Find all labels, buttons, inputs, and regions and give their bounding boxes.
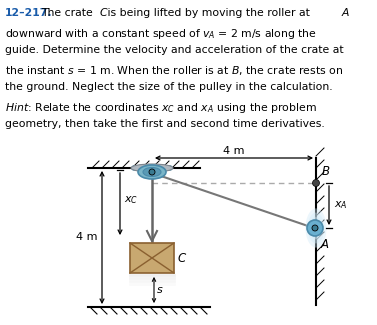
Circle shape	[312, 225, 318, 231]
Text: is being lifted by moving the roller at: is being lifted by moving the roller at	[104, 8, 313, 18]
Text: 12–217.: 12–217.	[5, 8, 52, 18]
Text: A: A	[321, 238, 329, 251]
Text: The crate: The crate	[41, 8, 96, 18]
Ellipse shape	[310, 217, 322, 239]
Text: $x_A$: $x_A$	[334, 200, 348, 211]
Circle shape	[313, 179, 319, 187]
Text: C: C	[177, 252, 185, 265]
Ellipse shape	[138, 165, 166, 179]
Ellipse shape	[305, 208, 326, 248]
Text: $Hint$: Relate the coordinates $x_C$ and $x_A$ using the problem: $Hint$: Relate the coordinates $x_C$ and…	[5, 101, 317, 115]
Text: downward with a constant speed of $v_A$ = 2 m/s along the: downward with a constant speed of $v_A$ …	[5, 27, 317, 41]
Ellipse shape	[143, 167, 161, 176]
Text: B: B	[322, 165, 330, 178]
Ellipse shape	[131, 164, 173, 172]
Ellipse shape	[308, 213, 324, 243]
Text: s: s	[157, 285, 163, 295]
Circle shape	[149, 169, 155, 175]
Text: the ground. Neglect the size of the pulley in the calculation.: the ground. Neglect the size of the pull…	[5, 82, 333, 92]
Text: 4 m: 4 m	[77, 232, 98, 242]
Bar	[130, 243, 174, 273]
Text: C: C	[99, 8, 107, 18]
Text: geometry, then take the first and second time derivatives.: geometry, then take the first and second…	[5, 119, 325, 129]
Circle shape	[307, 220, 323, 236]
Text: the instant $s$ = 1 m. When the roller is at $B$, the crate rests on: the instant $s$ = 1 m. When the roller i…	[5, 64, 343, 77]
Text: $x_C$: $x_C$	[124, 195, 138, 206]
Text: 4 m: 4 m	[223, 146, 245, 156]
Text: A: A	[342, 8, 349, 18]
Text: guide. Determine the velocity and acceleration of the crate at: guide. Determine the velocity and accele…	[5, 45, 343, 55]
